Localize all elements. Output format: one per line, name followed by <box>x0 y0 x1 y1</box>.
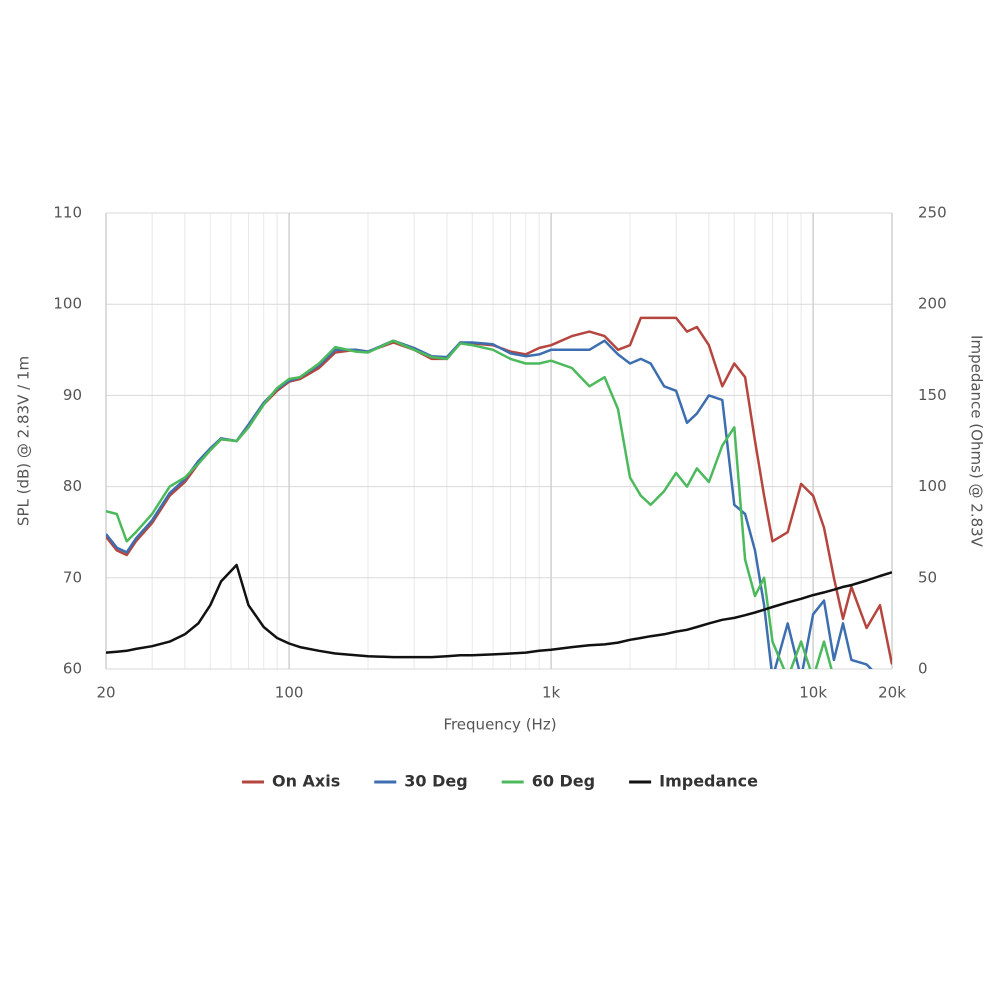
y2-tick-label: 100 <box>918 477 947 495</box>
x-tick-label: 10k <box>799 684 827 702</box>
y-tick-label: 60 <box>63 660 82 678</box>
x-tick-label: 1k <box>542 684 561 702</box>
y-tick-label: 80 <box>63 477 82 495</box>
y-tick-label: 70 <box>63 568 82 586</box>
y-tick-label: 110 <box>53 204 82 222</box>
y2-tick-label: 50 <box>918 568 937 586</box>
y2-tick-label: 150 <box>918 386 947 404</box>
y2-tick-label: 0 <box>918 660 928 678</box>
x-tick-label: 100 <box>275 684 304 702</box>
legend-item: 60 Deg <box>501 772 595 791</box>
series-line <box>106 339 873 669</box>
legend-item: 30 Deg <box>374 772 468 791</box>
x-tick-label: 20 <box>96 684 115 702</box>
legend-text: Impedance <box>659 772 758 791</box>
legend-text: 30 Deg <box>404 772 467 791</box>
series-line <box>106 563 892 659</box>
legend-item: On Axis <box>241 772 340 791</box>
legend-text: On Axis <box>272 772 340 791</box>
y2-tick-label: 200 <box>918 295 947 313</box>
y-axis-label: SPL (dB) @ 2.83V / 1m <box>15 356 33 526</box>
y-tick-label: 90 <box>63 386 82 404</box>
y-tick-label: 100 <box>53 295 82 313</box>
x-tick-label: 20k <box>878 684 906 702</box>
plot-area <box>106 316 892 669</box>
series-line <box>106 339 833 669</box>
y2-axis-label: Impedance (Ohms) @ 2.83V <box>968 335 986 548</box>
x-axis-label: Frequency (Hz) <box>443 716 556 734</box>
legend: On Axis 30 Deg 60 Deg Impedance <box>241 772 758 791</box>
legend-item: Impedance <box>629 772 758 791</box>
series-line <box>106 316 892 665</box>
legend-text: 60 Deg <box>532 772 595 791</box>
y2-tick-label: 250 <box>918 204 947 222</box>
